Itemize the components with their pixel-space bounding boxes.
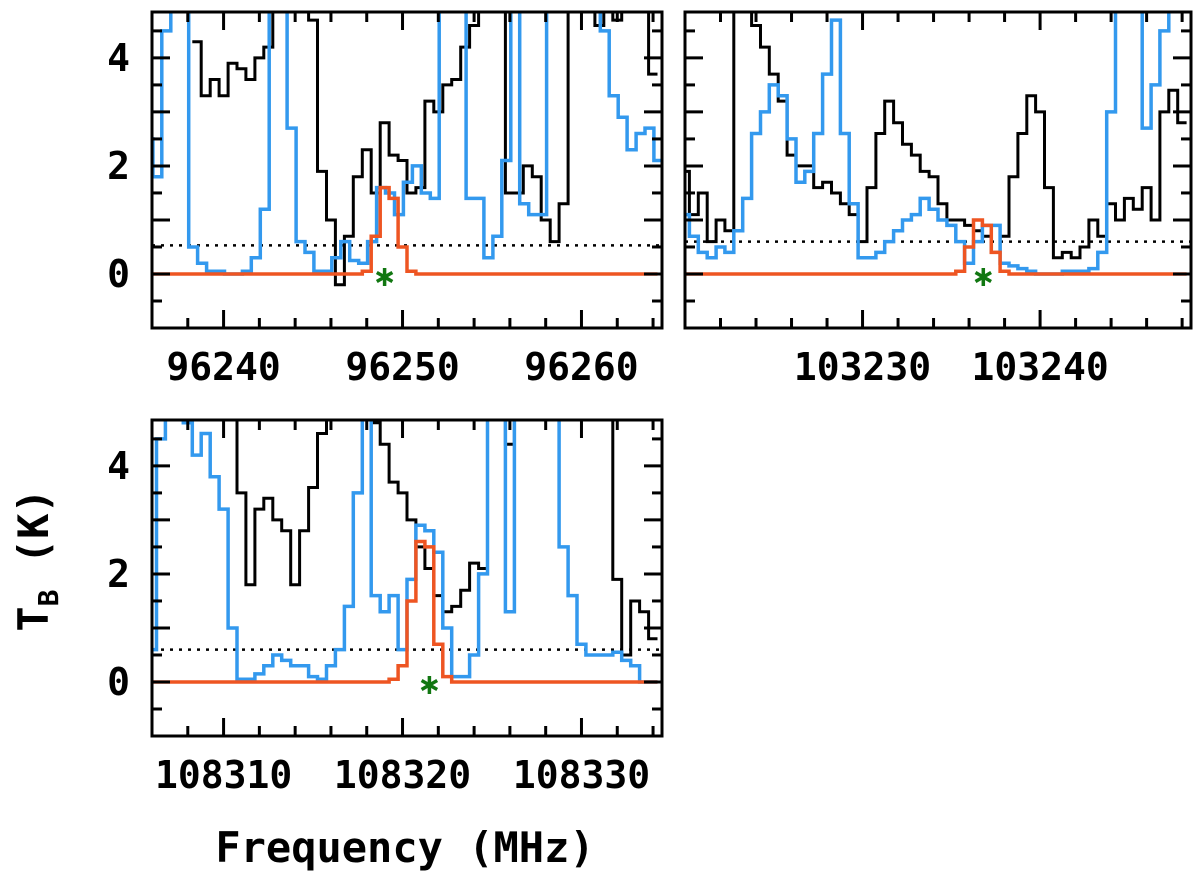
species-model-line [685,218,1187,276]
y-tick-label: 4 [107,36,130,80]
y-tick-label: 2 [107,552,130,596]
observed-spectrum-line [235,420,658,657]
x-tick-label: 103240 [971,345,1108,389]
y-tick-label: 0 [107,252,130,296]
observed-spectrum-line [192,12,658,287]
x-tick-label: 108330 [513,753,650,797]
observed-spectrum-line [685,12,1187,260]
x-tick-label: 96250 [345,345,459,389]
panel-frame [150,418,664,738]
full-model-line [152,12,662,276]
y-tick-label: 2 [107,144,130,188]
species-model-line [152,539,658,684]
panel-frame [150,10,664,330]
line-position-marker [420,676,439,694]
line-position-marker [974,268,992,286]
y-tick-label: 0 [107,660,130,704]
x-tick-label: 96260 [524,345,638,389]
x-tick-label: 108320 [334,753,471,797]
panel-1-plot-area [152,12,662,287]
panel-1: 96240 96250 96260 0 2 4 [107,10,664,389]
y-axis-title-main: T [9,606,58,631]
panel-3-plot-area [152,420,662,684]
full-model-line [152,420,658,684]
panel-3: 108310 108320 108330 0 2 4 [107,418,664,797]
x-tick-label: 108310 [155,753,292,797]
y-tick-label: 4 [107,444,130,488]
species-model-line [152,185,658,276]
y-axis-title-sub: B [32,590,65,607]
panel-frame [683,10,1193,330]
y-axis-title: TB (K) [9,488,65,631]
x-axis-title: Frequency (MHz) [215,823,594,872]
y-axis-title-unit: (K) [9,488,58,589]
x-tick-label: 103230 [794,345,931,389]
panel-2-plot-area [685,12,1191,276]
full-model-line [685,12,1171,276]
x-tick-label: 96240 [166,345,280,389]
line-position-marker [375,268,394,286]
panel-2: 103230 103240 [683,10,1193,389]
